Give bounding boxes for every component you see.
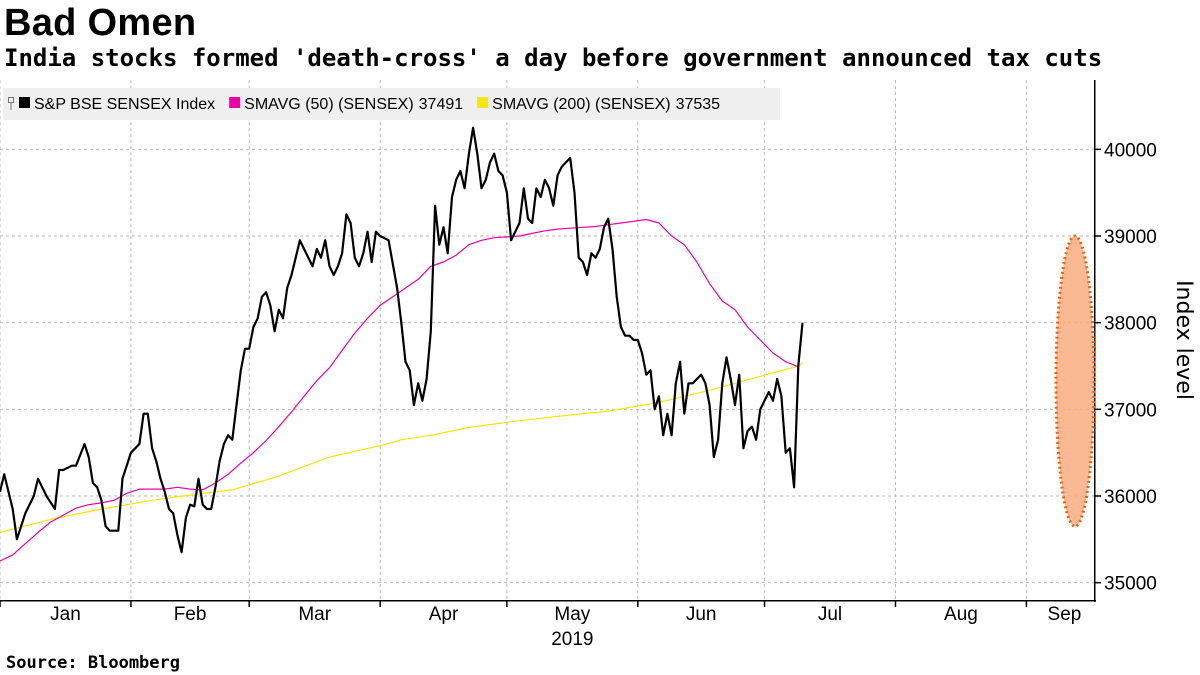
x-tick-label-may: May (554, 604, 590, 625)
legend-swatch-sma50 (229, 97, 241, 108)
x-tick-label-jan: Jan (50, 604, 81, 625)
legend-background (3, 88, 780, 120)
source-note: Source: Bloomberg (6, 653, 180, 673)
legend-collapse-icon (8, 97, 14, 103)
y-axis-label: Index level (1171, 280, 1196, 400)
x-year-label: 2019 (551, 629, 593, 650)
legend-swatch-sensex (19, 97, 30, 108)
x-tick-label-jun: Jun (686, 604, 717, 625)
series-sma200-line (0, 362, 803, 533)
x-tick-label-aug: Aug (944, 604, 978, 625)
highlight-layer (1054, 234, 1096, 528)
legend-swatch-sma200 (477, 97, 489, 108)
death-cross-highlight (1054, 234, 1096, 528)
legend: S&P BSE SENSEX Index SMAVG (50) (SENSEX) 3… (3, 88, 780, 120)
chart-title: Bad Omen (4, 2, 197, 44)
x-tick-label-jul: Jul (818, 604, 842, 625)
x-tick-label-apr: Apr (429, 604, 459, 625)
legend-label-sma200: SMAVG (200) (SENSEX) (492, 96, 670, 113)
series-sma50-line (0, 218, 799, 562)
y-tick-label-38000: 38000 (1104, 314, 1157, 335)
series-sensex-line (0, 126, 804, 554)
plot-axis-bottom (0, 600, 1096, 602)
x-tick-label-mar: Mar (298, 604, 331, 625)
chart-subtitle: India stocks formed 'death-cross' a day … (4, 44, 1103, 72)
plot-axis-right (1094, 80, 1096, 602)
grid-layer (0, 80, 1094, 600)
series-layer (0, 126, 804, 562)
x-tick-label-sep: Sep (1048, 604, 1082, 625)
x-tick-label-feb: Feb (174, 604, 207, 625)
y-tick-label-40000: 40000 (1104, 140, 1157, 161)
y-tick-label-37000: 37000 (1104, 400, 1157, 421)
y-tick-label-35000: 35000 (1104, 574, 1157, 595)
legend-value-sma200: 37535 (676, 96, 721, 113)
legend-label-sma50: SMAVG (50) (SENSEX) (244, 96, 414, 113)
legend-value-sma50: 37491 (419, 96, 464, 113)
tick-layer: 35000 36000 37000 38000 39000 40000 Jan Feb Mar A… (0, 140, 1157, 650)
y-tick-label-39000: 39000 (1104, 227, 1157, 248)
legend-label-sensex: S&P BSE SENSEX Index (34, 96, 215, 113)
y-tick-label-36000: 36000 (1104, 487, 1157, 508)
